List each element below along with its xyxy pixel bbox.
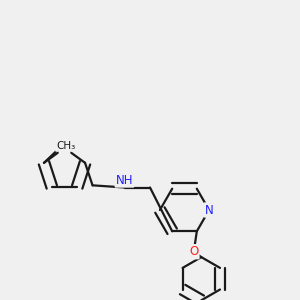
Text: O: O	[60, 141, 69, 154]
Text: N: N	[205, 203, 214, 217]
Text: NH: NH	[116, 173, 133, 187]
Text: CH₃: CH₃	[56, 141, 76, 151]
Text: O: O	[189, 245, 198, 258]
